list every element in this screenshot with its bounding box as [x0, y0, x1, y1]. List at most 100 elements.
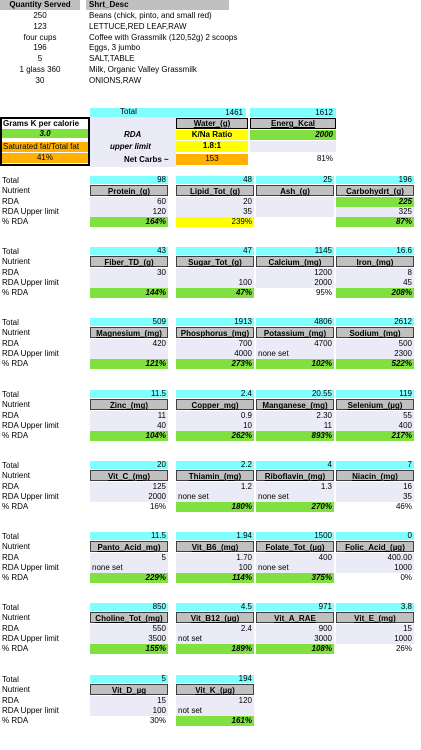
- ingredient-qty: 5: [37, 54, 43, 64]
- nutrient-column: 194 Vit_K_(µg) 120 not set 161%: [176, 675, 254, 727]
- upper-none-set: not set: [178, 706, 203, 715]
- nutrient-total: 2612: [336, 318, 414, 326]
- nutrient-total: 98: [90, 176, 168, 184]
- nutrient-total: 0: [336, 532, 414, 540]
- row-label-nutrient: Nutrient: [2, 542, 31, 551]
- nutrient-rda: 2.4: [176, 624, 254, 634]
- nutrient-total: 509: [90, 318, 168, 326]
- nutrient-column: 2.2 Thiamin_(mg) 1.2 none set 180%: [176, 461, 254, 513]
- nutrient-section: Total Nutrient RDA RDA Upper limit% RDA 509 M…: [0, 318, 421, 382]
- row-label-pct: % RDA: [2, 431, 29, 440]
- nutrient-header: Vit_E_(mg): [336, 612, 414, 623]
- nutrient-header: Vit_C_(mg): [90, 470, 168, 481]
- nutrient-upper-limit: 35: [176, 207, 254, 217]
- ingredient-desc: LETTUCE,RED LEAF,RAW: [89, 21, 187, 31]
- nutrient-pct-rda: 375%: [256, 573, 334, 583]
- nutrient-pct-rda: 104%: [90, 431, 168, 441]
- row-label-upper: RDA Upper limit: [2, 492, 59, 501]
- nutrient-header: Manganese_(mg): [256, 399, 334, 410]
- nutrient-upper-limit: 2300: [336, 349, 414, 359]
- energ-rda: 2000: [250, 130, 336, 140]
- nutrient-column: 4806 Potassium_(mg) 4700 none set 102%: [256, 318, 334, 370]
- nutrient-rda: 15: [336, 624, 414, 634]
- nutrient-total: 5: [90, 675, 168, 683]
- nutrient-pct-rda: 16%: [149, 502, 166, 511]
- nutrient-upper-limit: none set: [176, 492, 254, 502]
- nutrient-total: 119: [336, 390, 414, 398]
- nutrient-pct-rda: 114%: [176, 573, 254, 583]
- nutrient-total: 1500: [256, 532, 334, 540]
- nutrient-pct-rda: 0%: [400, 573, 412, 582]
- upper-none-set: none set: [178, 492, 209, 501]
- water-header: Water_(g): [176, 118, 248, 129]
- nutrient-column: 47 Sugar_Tot_(g) 100 47%: [176, 247, 254, 299]
- row-label-nutrient: Nutrient: [2, 257, 31, 266]
- nutrient-header: Selenium_(µg): [336, 399, 414, 410]
- nutrient-upper-limit: not set: [176, 706, 254, 716]
- nutrient-rda: 1.3: [256, 482, 334, 492]
- row-label-nutrient: Nutrient: [2, 685, 31, 694]
- ingredient-desc: Milk, Organic Valley Grassmilk: [89, 65, 197, 74]
- nutrient-upper-limit: not set: [176, 634, 254, 644]
- nutrient-rda: 60: [90, 197, 168, 207]
- nutrient-column: 119 Selenium_(µg) 55 400 217%: [336, 390, 414, 442]
- desc-header: Shrt_Desc: [86, 0, 229, 10]
- nutrient-rda: 550: [90, 624, 168, 634]
- nutrient-header: Phosphorus_(mg): [176, 327, 254, 338]
- nutrient-header: Thiamin_(mg): [176, 470, 254, 481]
- nutrient-section: Total Nutrient RDA RDA Upper limit% RDA 20 Vi…: [0, 461, 421, 525]
- nutrient-column: 4 Riboflavin_(mg) 1.3 none set 270%: [256, 461, 334, 513]
- nutrient-pct-rda: 270%: [256, 502, 334, 512]
- row-label-nutrient: Nutrient: [2, 400, 31, 409]
- nutrient-total: 43: [90, 247, 168, 255]
- nutrient-upper-limit: none set: [256, 492, 334, 502]
- nutrient-rda: 400.00: [336, 553, 414, 563]
- nutrient-header: Panto_Acid_mg): [90, 541, 168, 552]
- row-label-total: Total: [2, 461, 19, 470]
- nutrient-column: 850 Choline_Tot_(mg) 550 3500 155%: [90, 603, 168, 655]
- nutrient-column: 971 Vit_A_RAE 900 3000 108%: [256, 603, 334, 655]
- nutrient-column: 3.8 Vit_E_(mg) 15 1000 26%: [336, 603, 414, 655]
- nutrient-rda: 900: [256, 624, 334, 634]
- row-label-nutrient: Nutrient: [2, 613, 31, 622]
- row-label-rda: RDA: [2, 624, 19, 633]
- nutrient-section: Total Nutrient RDA RDA Upper limit% RDA 850 C…: [0, 603, 421, 667]
- nutrient-pct-rda: 522%: [336, 359, 414, 369]
- sat-fat-label: Saturated fat/Total fat: [2, 142, 88, 152]
- nutrient-rda: 225: [336, 197, 414, 207]
- row-label-total: Total: [2, 247, 19, 256]
- energ-total: 1612: [250, 108, 336, 117]
- row-label-rda: RDA: [2, 696, 19, 705]
- upper-none-set: none set: [258, 492, 289, 501]
- nutrient-header: Copper_mg): [176, 399, 254, 410]
- nutrient-pct-rda: 95%: [315, 288, 332, 297]
- row-label-pct: % RDA: [2, 359, 29, 368]
- nutrient-upper-limit: none set: [256, 563, 334, 573]
- nutrient-total: 850: [90, 603, 168, 611]
- nutrient-header: Folate_Tot_(µg): [256, 541, 334, 552]
- net-carbs-label: Net Carbs ~: [124, 155, 169, 164]
- upper-none-set: none set: [258, 563, 289, 572]
- qty-header: Quantity Served: [0, 0, 80, 10]
- nutrient-total: 47: [176, 247, 254, 255]
- nutrient-header: Iron_(mg): [336, 256, 414, 267]
- nutrient-column: 0 Folic_Acid_(µg) 400.00 1000 0%: [336, 532, 414, 584]
- nutrient-upper-limit: 100: [176, 278, 254, 288]
- nutrient-total: 20.55: [256, 390, 334, 398]
- ingredient-qty: 250: [33, 11, 47, 20]
- nutrient-pct-rda: 180%: [176, 502, 254, 512]
- row-label-nutrient: Nutrient: [2, 328, 31, 337]
- nutrient-header: Ash_(g): [256, 185, 334, 196]
- ingredient-qty: 123: [33, 21, 47, 31]
- row-label-rda: RDA: [2, 268, 19, 277]
- nutrient-column: 98 Protein_(g) 60 120 164%: [90, 176, 168, 228]
- nutrient-rda: 500: [336, 339, 414, 349]
- nutrient-rda: 1.2: [176, 482, 254, 492]
- nutrient-pct-rda: 87%: [336, 217, 414, 227]
- ingredient-row: 1 glass 360 Milk, Organic Valley Grassmil…: [0, 65, 300, 75]
- ingredient-row: four cups Coffee with Grassmilk (120,52g)…: [0, 33, 300, 43]
- ingredient-qty: 196: [33, 43, 47, 53]
- upper-none-set: none set: [92, 563, 123, 572]
- nutrient-rda: 30: [90, 268, 168, 278]
- nutrient-total: 2.2: [176, 461, 254, 469]
